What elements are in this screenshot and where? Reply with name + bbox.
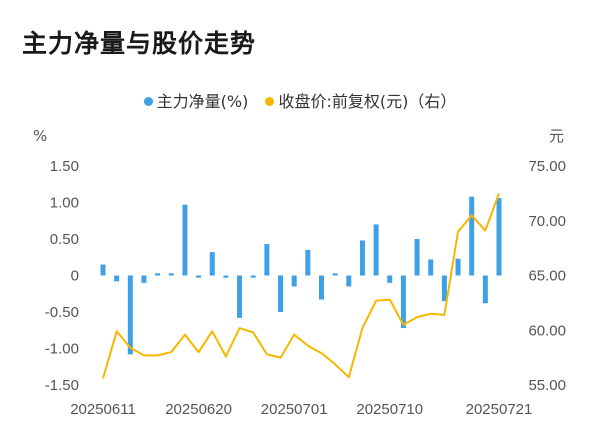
net-volume-bar[interactable] — [209, 252, 215, 276]
x-axis-ticks: 20250611 20250620 20250701 20250710 20250721 — [70, 401, 532, 418]
x-tick-label: 20250620 — [165, 401, 232, 418]
left-tick-label: 1.50 — [50, 158, 79, 175]
left-tick-label: 1.00 — [50, 195, 79, 212]
net-volume-bar[interactable] — [141, 275, 147, 283]
legend-item-net-volume[interactable]: 主力净量(%) — [143, 88, 249, 112]
right-tick-label: 70.00 — [528, 213, 566, 230]
net-volume-bar[interactable] — [250, 275, 256, 278]
right-tick-label: 65.00 — [528, 268, 566, 285]
x-tick-label: 20250611 — [70, 401, 136, 418]
net-volume-bar[interactable] — [264, 244, 270, 276]
chart-title: 主力净量与股价走势 — [22, 29, 257, 58]
net-volume-bar[interactable] — [278, 275, 284, 313]
net-volume-bar[interactable] — [291, 275, 297, 287]
x-tick-label: 20250721 — [466, 401, 533, 418]
right-tick-label: 55.00 — [528, 377, 566, 394]
net-volume-bar[interactable] — [496, 198, 502, 276]
legend-item-close-price[interactable]: 收盘价:前复权(元)（右） — [265, 88, 456, 112]
net-volume-bar[interactable] — [428, 259, 434, 276]
net-volume-bar[interactable] — [127, 275, 133, 355]
net-volume-bar[interactable] — [441, 275, 447, 302]
left-tick-label: 0.50 — [50, 231, 79, 248]
net-volume-bar[interactable] — [482, 275, 488, 304]
legend-marker-net-volume — [143, 97, 153, 106]
net-volume-bar[interactable] — [359, 240, 365, 276]
close-price-line — [102, 193, 500, 379]
net-volume-bar[interactable] — [332, 273, 338, 276]
left-axis-unit: % — [33, 127, 47, 145]
right-tick-label: 60.00 — [528, 322, 566, 339]
net-volume-bar[interactable] — [168, 273, 174, 276]
net-volume-bar[interactable] — [305, 249, 311, 276]
net-volume-bar[interactable] — [414, 239, 420, 276]
net-volume-bar[interactable] — [114, 275, 120, 282]
right-axis-unit: 元 — [549, 127, 564, 145]
net-volume-bar[interactable] — [182, 204, 188, 276]
net-volume-bar[interactable] — [346, 275, 352, 287]
net-volume-bar[interactable] — [387, 275, 393, 283]
net-volume-bar[interactable] — [237, 275, 243, 318]
net-volume-bar[interactable] — [373, 224, 379, 276]
x-tick-label: 20250710 — [356, 401, 423, 418]
legend-marker-close-price — [265, 97, 275, 106]
net-volume-bar[interactable] — [155, 273, 161, 276]
left-axis-ticks: 1.50 1.00 0.50 0 -0.50 -1.00 -1.50 — [45, 158, 79, 394]
net-volume-bar[interactable] — [318, 275, 324, 300]
legend: 主力净量(%) 收盘价:前复权(元)（右） — [0, 88, 600, 112]
x-tick-label: 20250701 — [261, 401, 328, 418]
net-volume-bar[interactable] — [455, 258, 461, 276]
net-volume-bar[interactable] — [469, 196, 475, 276]
left-tick-label: -0.50 — [45, 304, 79, 321]
net-volume-bar[interactable] — [100, 264, 106, 276]
left-tick-label: -1.50 — [45, 377, 79, 394]
net-volume-bar[interactable] — [223, 275, 229, 278]
net-volume-bar[interactable] — [400, 275, 406, 329]
net-volume-bars — [100, 196, 502, 355]
right-axis-ticks: 75.00 70.00 65.00 60.00 55.00 — [528, 158, 566, 394]
left-tick-label: -1.00 — [45, 341, 79, 358]
net-volume-bar[interactable] — [196, 275, 202, 278]
legend-label-close-price: 收盘价:前复权(元)（右） — [278, 92, 457, 111]
right-tick-label: 75.00 — [528, 158, 566, 175]
legend-label-net-volume: 主力净量(%) — [156, 92, 249, 111]
left-tick-label: 0 — [71, 268, 79, 285]
